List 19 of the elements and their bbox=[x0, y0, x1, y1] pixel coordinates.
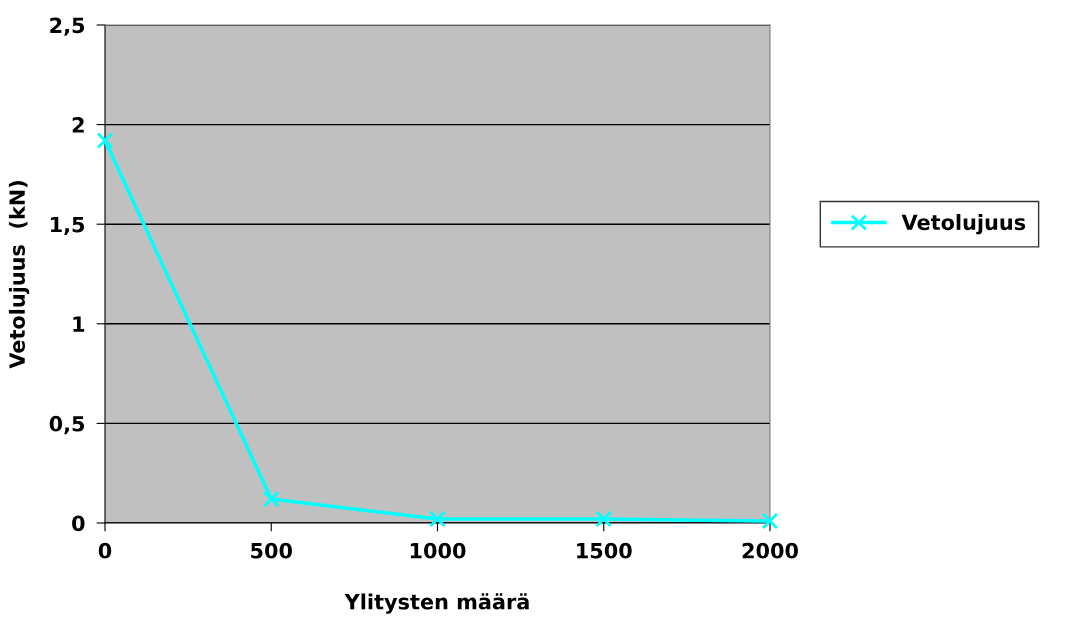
y-tick-label: 0 bbox=[72, 515, 85, 532]
x-tick-label: 1500 bbox=[577, 542, 632, 559]
y-tick-label: 1,5 bbox=[51, 216, 85, 236]
point bbox=[96, 132, 114, 149]
y-tick-label: 2,5 bbox=[50, 17, 85, 36]
legend-label: Vetolujuus bbox=[901, 214, 1026, 235]
point bbox=[262, 490, 280, 508]
x-tick-label: 2000 bbox=[742, 542, 798, 559]
y-tick-label: 2 bbox=[72, 117, 84, 133]
y-axis-title: Vetolujuus (kN) bbox=[8, 181, 30, 369]
x-tick-label: 1000 bbox=[410, 542, 466, 559]
point bbox=[429, 510, 446, 528]
point bbox=[595, 510, 613, 528]
y-tick-label: 1 bbox=[73, 316, 85, 332]
x-tick-label: 500 bbox=[251, 542, 292, 559]
x-tick-label: 0 bbox=[98, 542, 112, 559]
point bbox=[761, 512, 779, 530]
x-axis-title: Ylitysten määrä bbox=[344, 593, 529, 614]
y-tick-label: 0,5 bbox=[49, 415, 85, 435]
